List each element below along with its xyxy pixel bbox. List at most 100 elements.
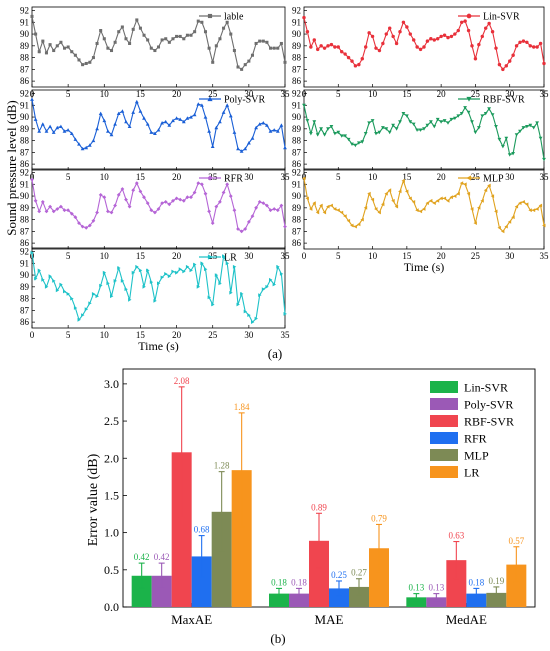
- data-point: [501, 229, 505, 234]
- data-point: [221, 190, 226, 195]
- x-tick-label: 15: [136, 89, 146, 99]
- x-tick-label: 30: [244, 89, 254, 99]
- data-point: [466, 28, 471, 33]
- data-point: [149, 46, 153, 50]
- data-point: [55, 288, 60, 293]
- data-point: [507, 220, 512, 224]
- data-point: [269, 46, 273, 50]
- data-point: [346, 55, 351, 60]
- data-label: 0.18: [271, 577, 287, 587]
- legend-label: RFR: [464, 432, 487, 446]
- data-point: [59, 204, 63, 209]
- x-tick-label: 30: [505, 251, 515, 261]
- data-point: [221, 110, 226, 114]
- y-tick-label: 86: [20, 159, 30, 169]
- series-line: [303, 105, 545, 160]
- bar: [506, 564, 527, 607]
- data-point: [124, 287, 128, 292]
- legend-swatch: [430, 381, 458, 393]
- data-point: [232, 264, 237, 269]
- data-point: [449, 117, 454, 122]
- data-point: [322, 133, 327, 137]
- data-point: [453, 116, 457, 121]
- data-point: [387, 188, 392, 193]
- data-point: [102, 270, 107, 275]
- y-tick-label: 0.5: [104, 563, 119, 577]
- y-tick-label: 86: [292, 76, 302, 86]
- data-point: [99, 283, 103, 288]
- data-point: [200, 261, 204, 266]
- bar: [486, 592, 507, 607]
- data-point: [211, 302, 215, 307]
- data-point: [370, 197, 375, 202]
- x-axis-label: Time (s): [138, 339, 179, 353]
- data-point: [95, 210, 99, 215]
- data-point: [218, 37, 222, 41]
- legend-label: Poly-SVR: [224, 95, 265, 106]
- data-point: [412, 38, 416, 42]
- data-point: [394, 127, 399, 131]
- data-point: [442, 196, 447, 201]
- data-point: [77, 58, 81, 62]
- data-point: [225, 261, 230, 266]
- x-tick-label: 20: [172, 251, 182, 261]
- bar: [171, 452, 192, 607]
- y-tick-label: 92: [292, 6, 301, 16]
- data-point: [99, 29, 103, 33]
- data-point: [178, 197, 183, 202]
- data-point: [511, 215, 515, 220]
- data-point: [525, 202, 529, 207]
- data-point: [272, 46, 276, 50]
- data-point: [156, 45, 161, 49]
- data-point: [142, 116, 146, 120]
- data-label: 0.25: [331, 570, 347, 580]
- data-point: [44, 129, 49, 133]
- data-point: [84, 307, 89, 312]
- data-point: [432, 125, 437, 129]
- data-point: [343, 214, 347, 218]
- data-point: [247, 141, 251, 145]
- data-point: [279, 123, 284, 127]
- data-point: [384, 32, 388, 36]
- data-point: [175, 270, 179, 275]
- data-point: [110, 294, 114, 299]
- data-point: [322, 210, 327, 215]
- data-point: [240, 292, 244, 296]
- data-label: 0.89: [311, 502, 327, 512]
- legend-marker: [466, 96, 472, 102]
- y-tick-label: 2.5: [104, 414, 119, 428]
- data-point: [531, 126, 536, 130]
- data-point: [135, 264, 139, 269]
- data-point: [360, 140, 365, 144]
- data-point: [316, 47, 320, 52]
- data-label: 0.42: [154, 552, 170, 562]
- x-tick-label: 20: [172, 89, 182, 99]
- y-tick-label: 92: [20, 6, 29, 16]
- y-tick-label: 92: [20, 247, 29, 257]
- data-point: [232, 49, 236, 53]
- data-point: [418, 209, 423, 214]
- data-point: [160, 275, 164, 280]
- data-point: [326, 204, 330, 209]
- data-point: [377, 48, 382, 53]
- data-point: [95, 41, 99, 45]
- data-point: [483, 112, 488, 116]
- data-point: [52, 49, 56, 53]
- data-point: [30, 177, 34, 182]
- data-point: [116, 193, 121, 197]
- x-tick-label: 5: [66, 251, 71, 261]
- data-point: [192, 190, 197, 195]
- data-point: [504, 136, 509, 141]
- data-point: [265, 40, 269, 44]
- data-point: [276, 264, 280, 269]
- x-tick-label: 30: [244, 251, 254, 261]
- y-tick-label: 87: [20, 147, 30, 157]
- data-point: [98, 193, 103, 197]
- data-point: [265, 284, 269, 289]
- x-tick-label: 10: [100, 330, 110, 340]
- y-tick-label: 91: [292, 179, 301, 189]
- x-tick-label: 5: [336, 251, 341, 261]
- subplot-frame: [31, 168, 286, 250]
- data-point: [167, 202, 172, 207]
